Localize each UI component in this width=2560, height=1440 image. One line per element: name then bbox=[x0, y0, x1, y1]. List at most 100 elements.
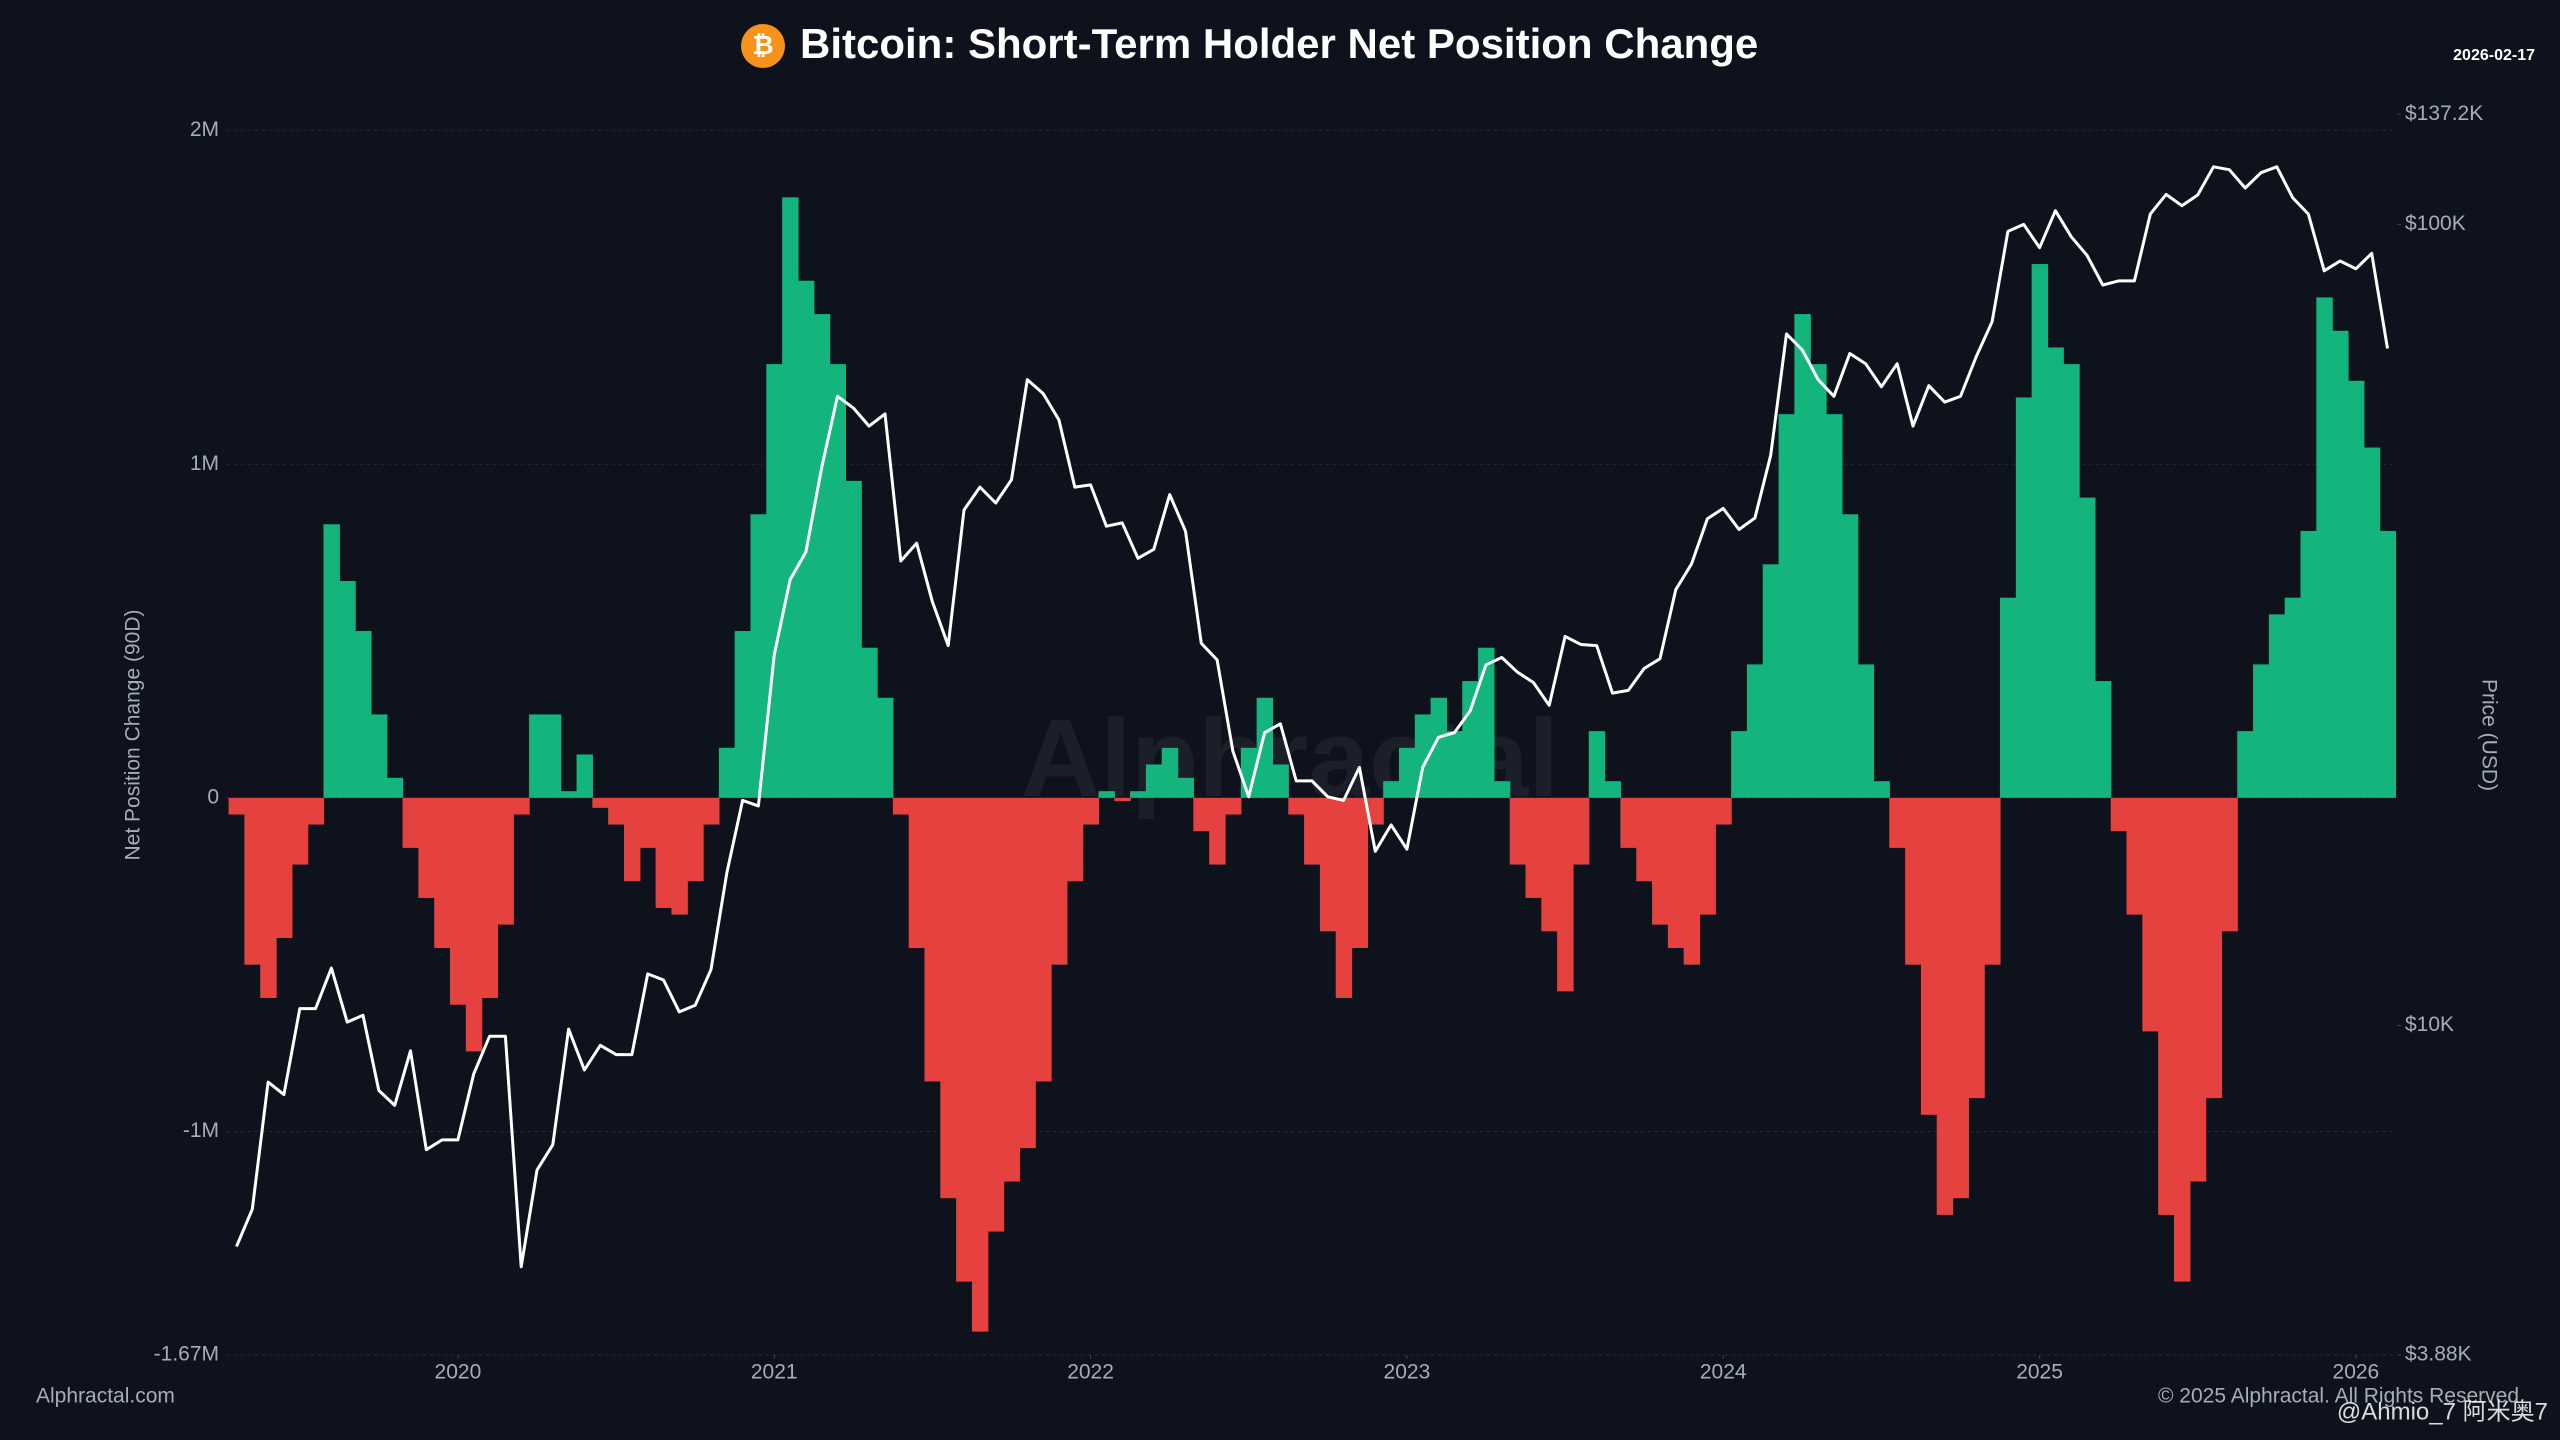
bar bbox=[1588, 731, 1606, 798]
bar bbox=[1652, 797, 1669, 925]
bar bbox=[1351, 797, 1368, 948]
date: 2026-02-17 bbox=[2453, 47, 2535, 64]
bar bbox=[1066, 797, 1084, 882]
bar bbox=[1114, 797, 1131, 802]
bar bbox=[608, 797, 625, 825]
bar bbox=[2347, 380, 2365, 798]
bar bbox=[2379, 530, 2397, 798]
bar bbox=[940, 797, 957, 1199]
y2-tick-label: $100K bbox=[2405, 212, 2466, 235]
bar bbox=[734, 631, 752, 798]
x-tick-label: 2025 bbox=[2016, 1361, 2063, 1384]
bar bbox=[1857, 664, 1875, 798]
bar bbox=[513, 797, 530, 815]
bar bbox=[529, 714, 546, 798]
bar bbox=[1414, 714, 1432, 798]
bar bbox=[1304, 797, 1321, 865]
bar bbox=[2063, 364, 2080, 798]
bar bbox=[1161, 747, 1179, 798]
bar bbox=[291, 797, 309, 865]
bar bbox=[1746, 664, 1764, 798]
bar bbox=[1383, 781, 1400, 798]
bar bbox=[1288, 797, 1305, 815]
bar bbox=[1335, 797, 1353, 999]
y-tick-label: 1M bbox=[190, 452, 219, 475]
bar bbox=[1984, 797, 2001, 965]
bar bbox=[2094, 681, 2112, 798]
bar bbox=[1525, 797, 1542, 898]
bar bbox=[2142, 797, 2159, 1032]
bar bbox=[1446, 731, 1463, 798]
bar bbox=[2000, 597, 2017, 798]
bar bbox=[877, 697, 894, 798]
user-watermark: @Ahmio_7 阿米奥7 bbox=[2337, 1398, 2548, 1425]
bar bbox=[1810, 364, 1827, 798]
bar bbox=[829, 364, 847, 798]
y2-axis-label: Price (USD) bbox=[2477, 679, 2500, 791]
y-tick-label: -1M bbox=[183, 1119, 219, 1142]
bar bbox=[782, 197, 799, 798]
bar bbox=[2316, 297, 2333, 798]
bar bbox=[1019, 797, 1036, 1149]
bar bbox=[1367, 797, 1384, 825]
bar bbox=[623, 797, 641, 882]
bitcoin-icon bbox=[741, 24, 785, 68]
bar bbox=[908, 797, 926, 948]
bar bbox=[924, 797, 941, 1082]
bar bbox=[2300, 530, 2317, 798]
x-tick-label: 2022 bbox=[1067, 1361, 1114, 1384]
bar bbox=[797, 280, 815, 798]
bar bbox=[1620, 797, 1637, 848]
x-tick-label: 2024 bbox=[1700, 1361, 1747, 1384]
bar bbox=[307, 797, 325, 825]
bar bbox=[1256, 697, 1274, 798]
bar bbox=[434, 797, 451, 948]
bar bbox=[1557, 797, 1574, 992]
x-tick-label: 2026 bbox=[2333, 1361, 2380, 1384]
bar bbox=[2189, 797, 2207, 1182]
bar bbox=[497, 797, 514, 925]
bar bbox=[228, 797, 245, 815]
bar bbox=[1889, 797, 1906, 848]
bar bbox=[861, 647, 878, 798]
bar bbox=[1478, 647, 1495, 798]
bar bbox=[766, 364, 783, 798]
bar bbox=[386, 777, 404, 798]
bar bbox=[2158, 797, 2175, 1215]
bar bbox=[1968, 797, 1985, 1099]
bar bbox=[2205, 797, 2223, 1099]
bar bbox=[1003, 797, 1020, 1182]
bar bbox=[971, 797, 989, 1332]
bar bbox=[2031, 264, 2049, 798]
bar bbox=[276, 797, 293, 938]
bar bbox=[481, 797, 499, 999]
bar bbox=[750, 514, 767, 798]
bar bbox=[1604, 781, 1622, 798]
bar bbox=[987, 797, 1005, 1232]
bar bbox=[2110, 797, 2128, 832]
bar bbox=[1225, 797, 1242, 815]
bar bbox=[1572, 797, 1590, 865]
bar bbox=[323, 524, 340, 798]
bar bbox=[2253, 664, 2270, 798]
bar bbox=[1177, 777, 1194, 798]
bar bbox=[1272, 764, 1289, 798]
bar bbox=[1541, 797, 1558, 932]
bar bbox=[1826, 414, 1843, 798]
bar bbox=[2237, 731, 2254, 798]
bar bbox=[687, 797, 704, 882]
bar bbox=[576, 754, 593, 798]
bitcoin-symbol: ₿ bbox=[752, 30, 773, 60]
y2-tick-label: $3.88K bbox=[2405, 1343, 2472, 1366]
bar bbox=[1683, 797, 1701, 965]
plot: -1.67M -1M 0 1M 2M $3.88K $10K $100K $137.2K 2020… bbox=[154, 102, 2484, 1384]
bar bbox=[1636, 797, 1653, 882]
bar bbox=[339, 580, 356, 798]
bar bbox=[956, 797, 973, 1282]
bar bbox=[639, 797, 657, 848]
chart-title: Bitcoin: Short-Term Holder Net Position … bbox=[800, 20, 1758, 67]
bar bbox=[1319, 797, 1337, 932]
bar bbox=[1035, 797, 1052, 1082]
bar bbox=[703, 797, 720, 825]
